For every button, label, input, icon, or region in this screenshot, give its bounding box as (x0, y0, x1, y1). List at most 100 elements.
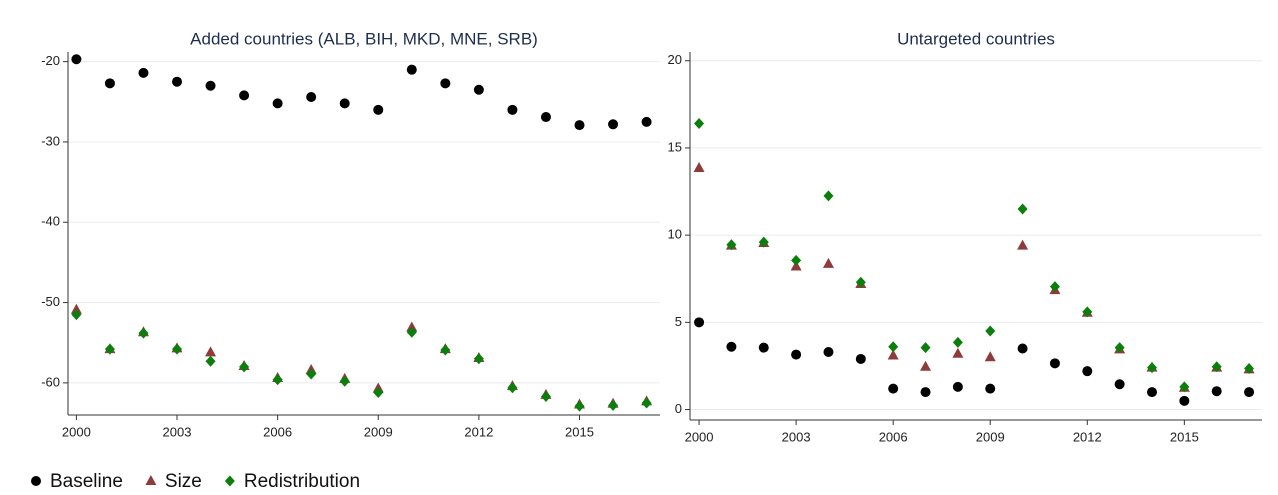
point (339, 375, 350, 387)
point (1017, 239, 1029, 250)
point (70, 303, 82, 314)
legend-marker (145, 475, 157, 485)
point (205, 346, 217, 357)
point (920, 360, 932, 371)
x-tick-label: 2012 (464, 424, 493, 439)
point (507, 382, 518, 394)
point (406, 321, 418, 332)
point (791, 349, 802, 360)
point (694, 118, 705, 130)
point (1179, 395, 1190, 406)
chart-title: Added countries (ALB, BIH, MKD, MNE, SRB… (190, 29, 538, 48)
point (887, 349, 899, 360)
legend-label: Redistribution (244, 471, 360, 492)
point (1017, 343, 1028, 354)
point (1017, 203, 1028, 215)
legend-label: Size (165, 471, 202, 492)
x-tick-label: 2006 (263, 424, 292, 439)
point (758, 236, 769, 248)
point (1082, 306, 1093, 318)
point (1244, 363, 1255, 375)
point (473, 353, 484, 365)
point (574, 400, 585, 412)
y-tick-label: 10 (668, 227, 682, 242)
x-tick-label: 2009 (364, 424, 393, 439)
point (306, 91, 317, 102)
y-tick-label: -30 (41, 133, 60, 148)
point (855, 353, 866, 364)
y-tick-label: -40 (41, 214, 60, 229)
x-tick-label: 2000 (62, 424, 91, 439)
point (1147, 362, 1157, 374)
point (406, 326, 417, 338)
legend-marker (31, 476, 41, 486)
y-tick-label: 15 (668, 139, 682, 154)
point (1211, 361, 1222, 373)
x-tick-label: 2012 (1073, 429, 1102, 444)
x-tick-label: 2015 (1170, 429, 1199, 444)
point (138, 327, 149, 339)
point (693, 161, 705, 172)
point (71, 54, 82, 65)
point (1179, 381, 1190, 393)
point (205, 80, 216, 91)
point (440, 78, 451, 89)
point (406, 64, 417, 75)
point (473, 84, 484, 95)
point (1147, 387, 1157, 398)
point (507, 104, 518, 115)
point (373, 104, 384, 115)
x-tick-label: 2015 (565, 424, 594, 439)
point (985, 383, 996, 394)
point (104, 343, 115, 355)
point (440, 344, 451, 356)
point (239, 90, 250, 101)
point (920, 342, 931, 354)
point (1049, 281, 1060, 293)
point (1114, 379, 1125, 390)
x-tick-label: 2003 (782, 429, 811, 444)
y-tick-label: -20 (41, 53, 60, 68)
chart-title: Untargeted countries (897, 29, 1055, 48)
point (172, 343, 183, 355)
point (306, 368, 317, 380)
y-tick-label: 20 (668, 52, 682, 67)
point (641, 116, 652, 127)
x-tick-label: 2006 (879, 429, 908, 444)
y-tick-label: 5 (675, 314, 682, 329)
point (985, 325, 996, 337)
point (1244, 387, 1255, 398)
point (823, 190, 834, 202)
point (272, 98, 283, 109)
x-tick-label: 2003 (163, 424, 192, 439)
legend-label: Baseline (50, 471, 123, 492)
point (239, 361, 250, 373)
point (726, 239, 737, 251)
y-tick-label: -50 (41, 294, 60, 309)
point (758, 342, 769, 353)
point (608, 119, 619, 130)
point (104, 78, 115, 89)
point (726, 341, 737, 352)
point (888, 383, 899, 394)
point (339, 98, 350, 109)
point (823, 346, 834, 357)
point (272, 374, 283, 386)
x-tick-label: 2009 (976, 429, 1005, 444)
point (540, 112, 551, 123)
point (641, 397, 652, 409)
x-tick-label: 2000 (685, 429, 714, 444)
point (694, 317, 705, 328)
point (888, 341, 899, 353)
y-tick-label: 0 (675, 401, 682, 416)
point (205, 355, 216, 367)
point (1082, 366, 1093, 377)
point (138, 67, 149, 78)
point (855, 276, 866, 288)
point (1211, 386, 1222, 397)
point (373, 387, 384, 399)
point (574, 120, 585, 131)
point (952, 381, 963, 392)
point (540, 391, 551, 403)
